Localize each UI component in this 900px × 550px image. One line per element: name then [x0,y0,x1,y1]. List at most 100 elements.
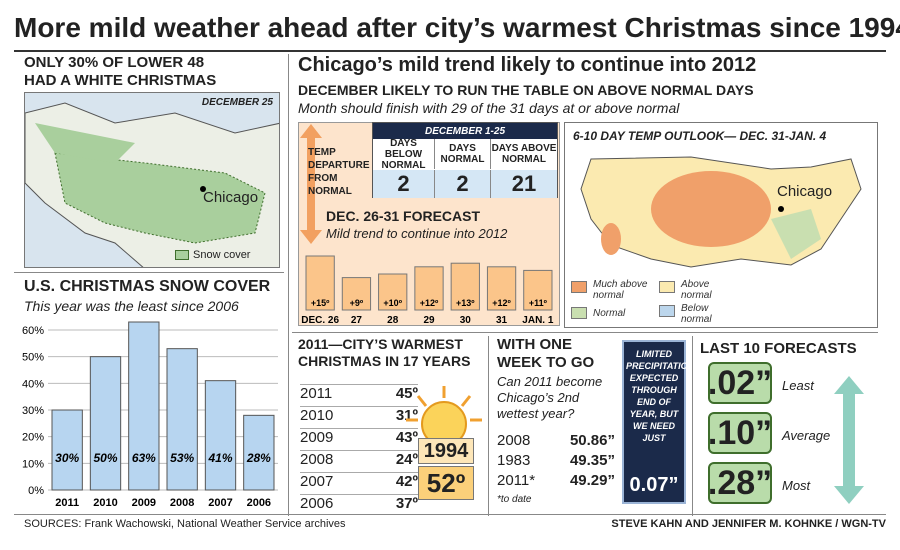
table-header-below: DAYS BELOW NORMAL [373,138,435,171]
forecast-day-label: 29 [423,315,435,326]
table-header-normal: DAYS NORMAL [435,139,491,169]
snow-legend-label: Snow cover [193,249,251,261]
forecast-least: .02” [708,362,772,404]
bar [204,380,237,491]
forecast-day-label: 30 [460,315,472,326]
forecast-day-label: 28 [387,315,399,326]
wet-row: 2011* 49.29” [497,472,615,489]
forecast-average: .10” [708,412,772,454]
table-period: DECEMBER 1-25 [373,123,557,139]
bar [51,409,83,491]
snow-map: DECEMBER 25 Chicago Snow cover [24,92,280,268]
forecast-value-label: +11º [529,298,548,308]
forecast-bar [341,277,372,311]
forecast-chart: +15º DEC. 26 +9º 27 +10º 28 +12º 29 +13º 30 +12º 31… [301,255,554,326]
y-tick-label: 0% [28,485,44,497]
wet-row: 1983 49.35” [497,452,615,469]
forecast-value-label: +10º [383,298,402,308]
bar [128,321,160,491]
wet-question: Can 2011 become Chicago’s 2nd wettest ye… [497,374,603,421]
outlook-panel: 6-10 DAY TEMP OUTLOOK— DEC. 31-JAN. 4 Ch… [564,122,878,328]
map-date: DECEMBER 25 [201,97,273,108]
warmest-row: 2006 37º [300,494,418,516]
wet-row: 2008 50.86” [497,432,615,449]
bar [166,348,198,491]
table-value-below: 2 [373,170,435,198]
forecast-title: DEC. 26-31 FORECAST [326,208,481,224]
table-header-above: DAYS ABOVE NORMAL [491,143,557,165]
forecast-bar [378,273,408,311]
sun-icon [406,386,482,447]
departure-label: TEMP DEPARTURE FROM NORMAL [308,147,370,197]
forecast-day-label: 31 [496,315,508,326]
outlook-legend: Much above normal Above normal Normal Be… [571,279,871,327]
forecast-day-label: 27 [351,315,363,326]
x-tick-label: 2006 [247,497,271,509]
mid-divider [292,332,878,333]
bar [89,356,122,491]
x-tick-label: 2007 [208,497,232,509]
bar-value-label: 28% [246,451,271,465]
y-tick-label: 40% [22,378,44,390]
limited-precip-box: LIMITED PRECIPITATION EXPECTED THROUGH E… [622,340,694,504]
bar-value-label: 63% [132,451,156,465]
departure-arrow-icon [300,124,322,244]
record-year: 1994 [418,438,474,464]
forecast-value-label: +9º [350,298,364,308]
outlook-map [580,156,862,268]
legend-swatch-below [659,305,675,317]
warmest-row: 2009 43º [300,428,418,450]
legend-swatch-normal [571,307,587,319]
trend-dek: Month should finish with 29 of the 31 da… [298,100,680,116]
forecast-bar [523,269,553,311]
section-divider [692,336,693,516]
legend-swatch-above [659,281,675,293]
page-title: More mild weather ahead after city’s war… [14,12,900,43]
footer-rule [14,514,886,515]
forecast-day-label: JAN. 1 [522,315,554,326]
section-divider [488,336,489,516]
column-divider [288,54,289,516]
forecast-value-label: +12º [492,298,511,308]
bar-value-label: 30% [55,451,79,465]
title-rule [14,50,886,52]
legend-swatch-much-above [571,281,587,293]
forecast-bar [305,255,335,311]
map-city-label: Chicago [203,189,259,206]
double-arrow-icon [834,376,864,504]
bar [243,414,275,491]
forecast-average-label: Average [782,428,831,443]
outlook-city-label: Chicago [777,183,833,200]
x-tick-label: 2008 [170,497,194,509]
snow-legend: Snow cover [175,249,250,261]
trend-subheading: DECEMBER LIKELY TO RUN THE TABLE ON ABOV… [298,82,754,98]
legend-normal: Normal [593,308,626,319]
forecast-dek: Mild trend to continue into 2012 [326,226,508,241]
x-tick-label: 2009 [132,497,156,509]
legend-much-above: Much above normal [593,279,648,301]
warmest-row: 2008 24º [300,450,418,472]
bar-value-label: 53% [170,451,194,465]
limited-value: 0.07” [629,474,679,496]
white-christmas-heading: ONLY 30% OF LOWER 48 HAD A WHITE CHRISTM… [24,54,217,89]
table-value-above: 21 [491,170,557,198]
forecast-bar [414,266,444,311]
forecast-least-label: Least [782,378,814,393]
bar-value-label: 50% [93,451,117,465]
y-tick-label: 60% [22,325,44,337]
y-tick-label: 30% [22,405,44,417]
forecast-bar [486,266,517,311]
warmest-row: 2007 42º [300,472,418,494]
wet-heading: WITH ONE WEEK TO GO [497,336,595,371]
record-temp: 52º [418,466,474,500]
forecast-value-label: +13º [456,298,475,308]
legend-below: Below normal [681,303,712,325]
snow-chart: 0% 10% 20% 30% 40% 50% 60% 30% 2011 50% 2010 63% 200… [22,321,278,509]
bar-value-label: 41% [207,451,232,465]
snow-heading: U.S. CHRISTMAS SNOW COVER [24,278,271,295]
december-table: DECEMBER 1-25 DAYS BELOW NORMAL DAYS NOR… [372,122,558,198]
trend-heading: Chicago’s mild trend likely to continue … [298,54,757,76]
forecast-bar [450,262,480,311]
credit: STEVE KAHN AND JENNIFER M. KOHNKE / WGN-… [611,518,886,530]
forecast-most: .28” [708,462,772,504]
